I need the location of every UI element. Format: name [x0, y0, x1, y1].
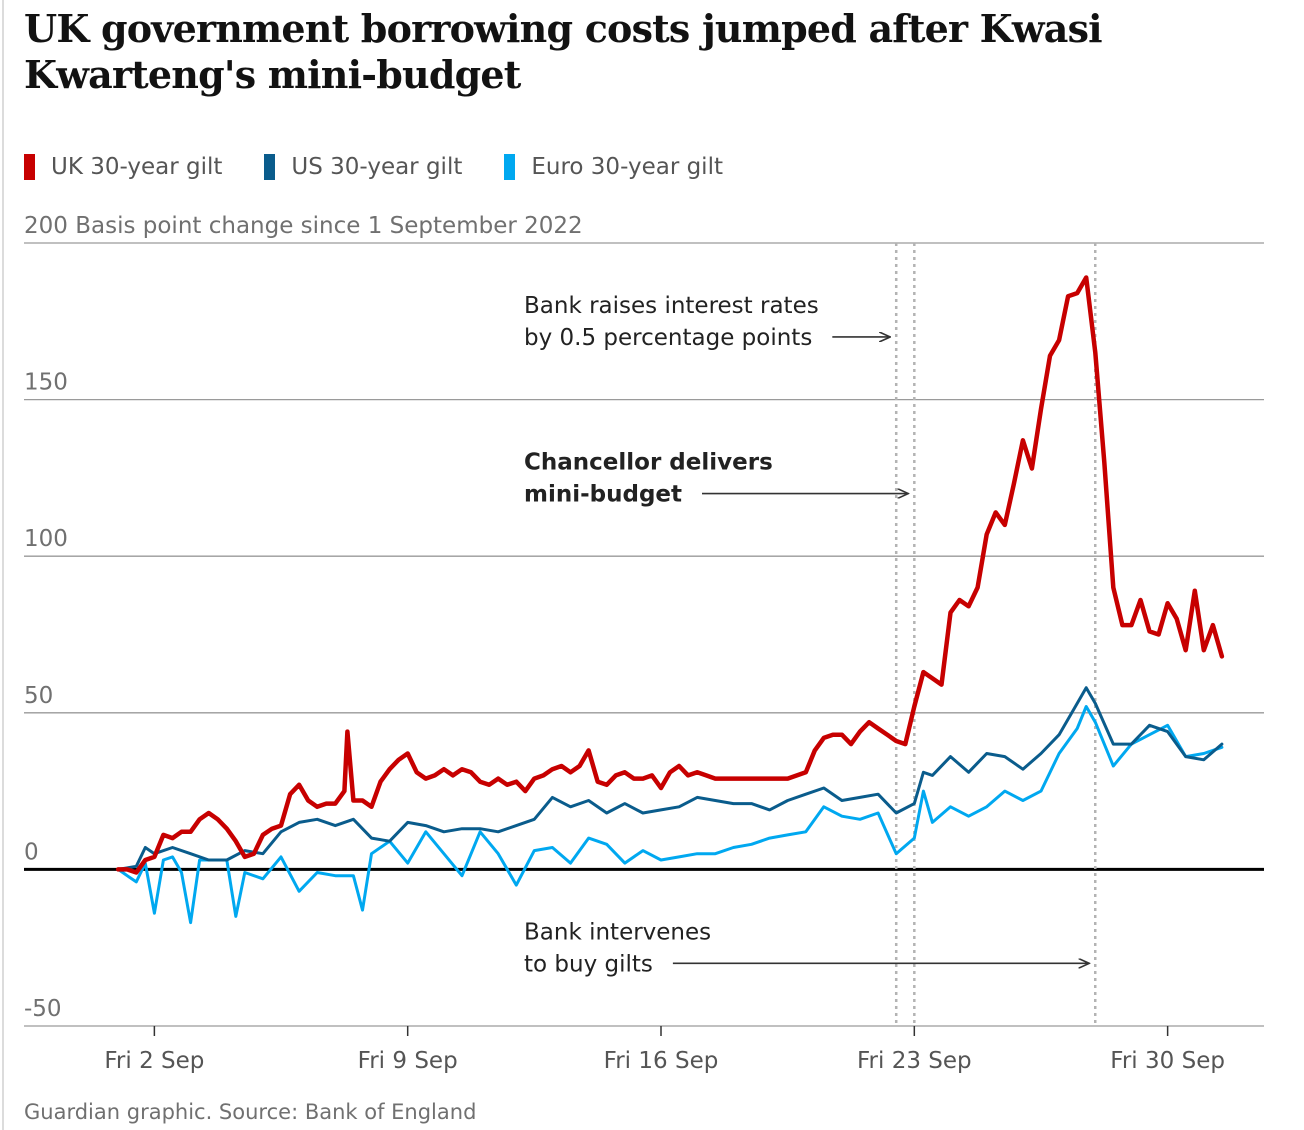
chart-title: UK government borrowing costs jumped aft…: [24, 6, 1103, 97]
legend-swatch-uk: [24, 154, 35, 180]
legend-item-euro: Euro 30-year gilt: [504, 154, 723, 180]
annotation-intervention-line-1: Bank intervenes: [524, 919, 711, 945]
legend-label-us: US 30-year gilt: [291, 154, 463, 180]
legend-item-uk: UK 30-year gilt: [24, 154, 222, 180]
annotation-mini-budget-line-2: mini-budget: [524, 482, 682, 508]
series-line-euro: [116, 705, 1224, 925]
y-tick-label: 200 Basis point change since 1 September…: [24, 213, 583, 239]
annotation-intervention-line-2: to buy gilts: [524, 951, 653, 977]
legend-label-uk: UK 30-year gilt: [51, 154, 223, 180]
x-tick-label: Fri 30 Sep: [1110, 1048, 1225, 1074]
y-tick-label: 150: [24, 370, 68, 396]
annotation-rate-rise-line-2: by 0.5 percentage points: [524, 325, 812, 351]
annotation-mini-budget-line-1: Chancellor delivers: [524, 450, 773, 476]
y-tick-label: 0: [24, 839, 39, 865]
x-tick-label: Fri 16 Sep: [604, 1048, 719, 1074]
legend: UK 30-year gilt US 30-year gilt Euro 30-…: [24, 154, 723, 180]
legend-label-euro: Euro 30-year gilt: [531, 154, 723, 180]
legend-swatch-us: [264, 154, 276, 180]
series-line-us: [116, 686, 1224, 871]
line-chart: 200 Basis point change since 1 September…: [24, 213, 1264, 1074]
page-edge: [2, 0, 4, 1130]
y-tick-label: -50: [24, 996, 62, 1022]
x-tick-label: Fri 23 Sep: [857, 1048, 972, 1074]
y-tick-label: 100: [24, 526, 68, 552]
series-line-uk: [115, 275, 1225, 875]
x-tick-label: Fri 2 Sep: [104, 1048, 204, 1074]
legend-item-us: US 30-year gilt: [264, 154, 462, 180]
x-tick-label: Fri 9 Sep: [358, 1048, 458, 1074]
source-note: Guardian graphic. Source: Bank of Englan…: [24, 1100, 477, 1124]
annotation-rate-rise-line-1: Bank raises interest rates: [524, 293, 819, 319]
y-tick-label: 50: [24, 683, 53, 709]
legend-swatch-euro: [504, 154, 516, 180]
